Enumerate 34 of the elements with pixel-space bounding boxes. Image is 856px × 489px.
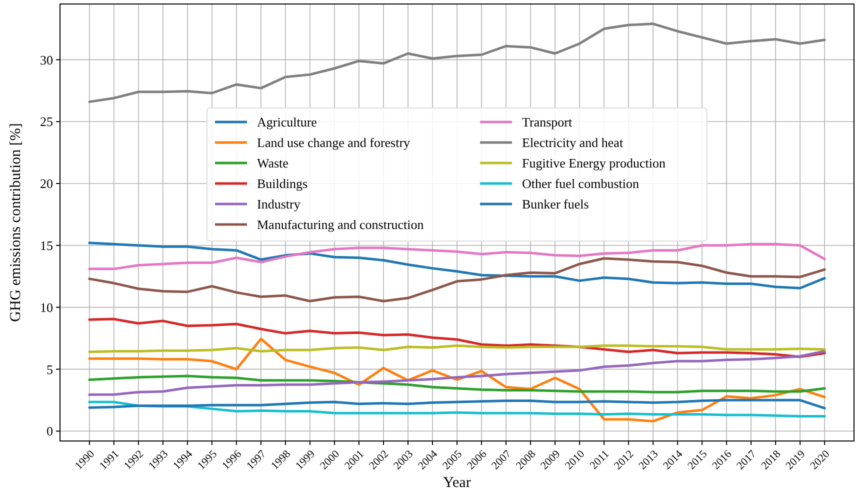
x-tick-label: 1991	[97, 448, 122, 472]
line-series	[88, 398, 826, 410]
y-axis-title: GHG emissions contribution [%]	[8, 123, 24, 322]
line-series	[88, 242, 826, 290]
line-series	[88, 257, 826, 302]
legend-label: Bunker fuels	[522, 196, 589, 212]
x-tick-label: 2001	[342, 448, 367, 472]
line-series	[88, 242, 826, 270]
y-tick-label: 5	[46, 362, 53, 377]
line-series	[88, 374, 826, 394]
y-tick-label: 0	[46, 424, 53, 439]
line-series	[88, 338, 826, 422]
line-series	[88, 344, 826, 354]
legend-label: Industry	[257, 196, 301, 212]
legend-label: Fugitive Energy production	[522, 156, 666, 171]
legend-label: Manufacturing and construction	[257, 217, 424, 232]
legend-label: Other fuel combustion	[522, 176, 640, 192]
legend-label: Land use change and forestry	[257, 135, 411, 150]
legend-label: Buildings	[257, 176, 308, 192]
y-tick-label: 20	[40, 176, 53, 192]
legend-label: Transport	[522, 114, 572, 130]
line-series	[88, 22, 826, 104]
y-tick-label: 10	[40, 300, 53, 315]
x-tick-label: 2011	[588, 448, 612, 472]
y-tick-label: 30	[40, 52, 53, 68]
line-series	[88, 350, 826, 396]
line-series	[88, 400, 826, 418]
legend-label: Agriculture	[257, 114, 318, 130]
y-tick-label: 25	[40, 114, 53, 130]
legend-label: Waste	[257, 156, 289, 171]
line-series	[88, 318, 826, 358]
legend-label: Electricity and heat	[522, 135, 624, 150]
y-tick-label: 15	[40, 238, 53, 253]
x-axis-title: Year	[443, 475, 471, 489]
